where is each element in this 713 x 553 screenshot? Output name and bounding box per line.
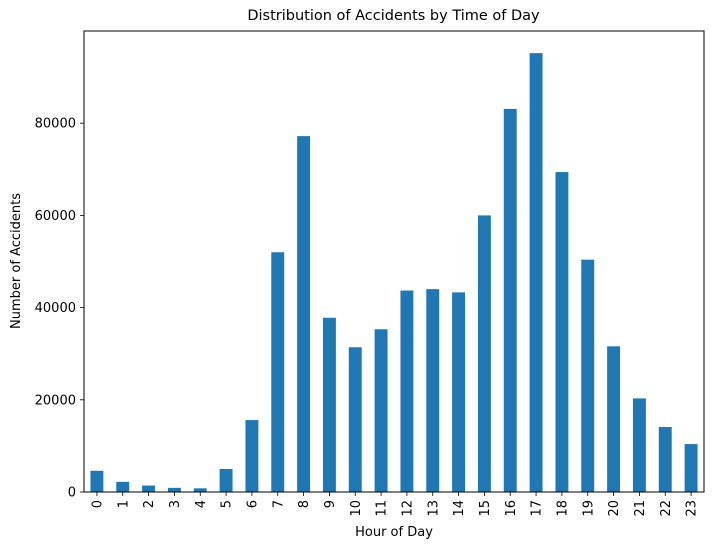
- bar-hour-1: [116, 481, 130, 492]
- x-tick-label: 0: [90, 500, 105, 508]
- bar-hour-5: [219, 468, 233, 492]
- x-axis-title: Hour of Day: [355, 525, 433, 540]
- bar-hour-19: [581, 259, 595, 492]
- x-axis: 0 1 2 3 4 5 6 7 8 9 10 11 12 13 14 15 16 17 18 19 20 21 22 23: [90, 492, 700, 517]
- x-tick-label: 17: [530, 500, 545, 517]
- x-tick-label: 7: [271, 500, 286, 508]
- bar-hour-15: [477, 215, 491, 492]
- y-tick-label: 0: [68, 486, 76, 501]
- x-tick-label: 16: [504, 500, 519, 517]
- y-tick-label: 80000: [35, 117, 76, 132]
- bar-hour-2: [142, 485, 156, 492]
- bar-hour-20: [607, 346, 621, 492]
- bar-hour-10: [348, 347, 362, 492]
- bar-hour-6: [245, 420, 259, 492]
- x-tick-label: 15: [478, 500, 493, 517]
- y-tick-label: 20000: [35, 393, 76, 408]
- x-tick-label: 18: [555, 500, 570, 517]
- y-axis-title: Number of Accidents: [9, 193, 24, 329]
- bar-hour-13: [426, 289, 440, 492]
- x-tick-label: 2: [142, 500, 157, 508]
- x-tick-label: 5: [220, 500, 235, 508]
- bar-hour-22: [658, 427, 672, 492]
- bar-hour-0: [90, 470, 104, 492]
- y-axis: 0 20000 40000 60000 80000: [35, 117, 84, 501]
- x-tick-label: 13: [426, 500, 441, 517]
- bar-hour-11: [374, 329, 388, 492]
- bar-hour-23: [684, 444, 698, 492]
- bar-hour-7: [271, 252, 285, 492]
- y-tick-label: 60000: [35, 209, 76, 224]
- x-tick-label: 20: [607, 500, 622, 517]
- x-tick-label: 19: [581, 500, 596, 517]
- bar-hour-21: [632, 398, 646, 492]
- x-tick-label: 12: [400, 500, 415, 517]
- x-tick-label: 14: [452, 500, 467, 517]
- x-tick-label: 4: [194, 500, 209, 508]
- y-tick-label: 40000: [35, 301, 76, 316]
- x-tick-label: 10: [349, 500, 364, 517]
- x-tick-label: 6: [245, 500, 260, 508]
- bar-hour-14: [452, 292, 466, 492]
- bar-hour-16: [503, 108, 517, 492]
- x-tick-label: 9: [323, 500, 338, 508]
- bar-hour-4: [193, 488, 207, 492]
- x-tick-label: 23: [685, 500, 700, 517]
- bar-hour-17: [529, 53, 543, 492]
- bar-hour-12: [400, 290, 414, 492]
- x-tick-label: 22: [659, 500, 674, 517]
- bar-hour-18: [555, 172, 569, 492]
- x-tick-label: 8: [297, 500, 312, 508]
- bar-hour-3: [167, 487, 181, 492]
- plot-area-frame: [83, 30, 705, 493]
- x-tick-label: 3: [168, 500, 183, 508]
- bar-hour-9: [322, 317, 336, 492]
- x-tick-label: 11: [375, 500, 390, 517]
- x-tick-label: 21: [633, 500, 648, 517]
- chart-title: Distribution of Accidents by Time of Day: [247, 8, 540, 24]
- x-tick-label: 1: [116, 500, 131, 508]
- bar-hour-8: [297, 136, 311, 493]
- bars-layer: [90, 53, 698, 493]
